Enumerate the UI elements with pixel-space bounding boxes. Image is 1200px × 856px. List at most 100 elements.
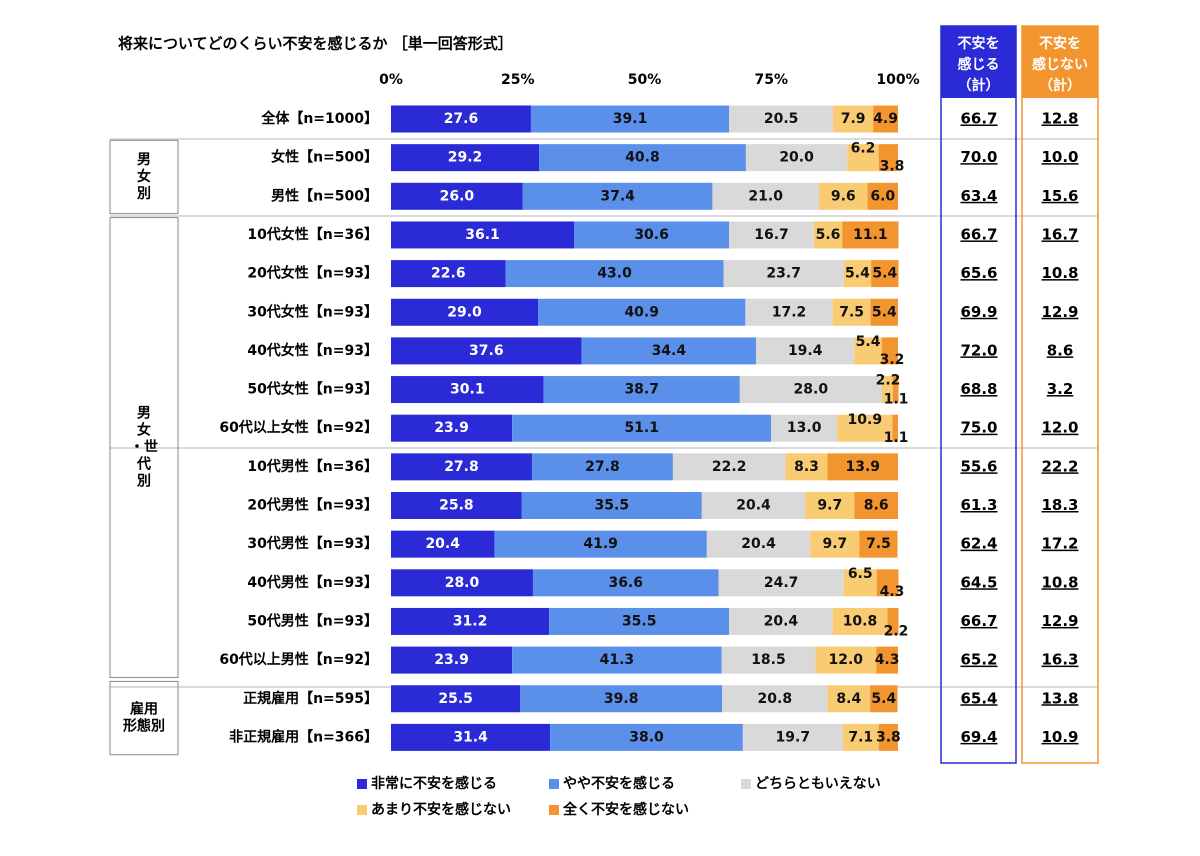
bar-value-label: 6.5 [848, 566, 873, 582]
x-tick-label: 25% [501, 72, 535, 88]
bar-segment [854, 492, 898, 519]
bar-segment [391, 105, 531, 133]
anxious-total-value: 66.7 [960, 225, 997, 243]
bar-segment [391, 607, 550, 635]
not-anxious-total-value: 15.6 [1041, 187, 1078, 205]
bar-segment [729, 221, 814, 249]
bar-segment [391, 685, 521, 713]
legend-label: どちらともいえない [755, 776, 881, 792]
bar-value-label: 7.9 [841, 111, 866, 127]
bar-value-label: 22.6 [431, 266, 466, 282]
bar-value-label: 39.1 [613, 111, 648, 127]
bar-segment [729, 105, 834, 133]
bar-value-label: 6.0 [870, 188, 895, 204]
bar-value-label: 9.7 [822, 536, 847, 552]
row-label: 20代男性【n=93】 [247, 497, 378, 514]
bar-value-label: 6.2 [851, 141, 876, 157]
totals-header-text: 不安を [1039, 35, 1081, 52]
legend-swatch [741, 779, 751, 789]
bar-segment [391, 298, 539, 326]
row-label: 女性【n=500】 [271, 149, 378, 166]
bar-value-label: 27.6 [444, 111, 479, 127]
bar-value-label: 20.0 [779, 150, 814, 166]
bar-value-label: 19.4 [788, 343, 823, 359]
bar-value-label: 17.2 [772, 304, 807, 320]
row-label: 50代男性【n=93】 [247, 612, 378, 629]
bar-segment [756, 337, 855, 365]
bar-value-label: 37.4 [600, 188, 635, 204]
bar-value-label: 35.5 [622, 613, 657, 629]
bar-value-label: 39.8 [604, 691, 639, 707]
bar-segment [522, 182, 713, 210]
bar-segment [745, 298, 833, 326]
anxious-total-value: 62.4 [960, 535, 997, 553]
bar-segment [842, 221, 899, 249]
bar-segment [847, 144, 879, 172]
anxious-total-value: 66.7 [960, 612, 997, 630]
group-box [109, 680, 179, 756]
bar-segment [581, 337, 757, 365]
bar-segment [721, 646, 816, 674]
bar-segment [739, 376, 882, 404]
bar-segment [785, 453, 828, 481]
not-anxious-total-value: 22.2 [1041, 457, 1078, 475]
bar-value-label: 24.7 [764, 575, 799, 591]
bar-segment [813, 221, 843, 249]
not-anxious-total-value: 18.3 [1041, 496, 1078, 514]
bar-value-label: 37.6 [469, 343, 504, 359]
bar-value-label: 13.0 [787, 420, 822, 436]
bar-value-label: 16.7 [754, 227, 789, 243]
bar-value-label: 20.4 [764, 613, 799, 629]
bar-segment [530, 105, 730, 133]
bar-value-label: 2.2 [884, 623, 909, 639]
bar-value-label: 2.2 [876, 373, 901, 389]
bar-segment [876, 569, 899, 597]
group-label: 雇用形態別 [123, 701, 165, 735]
bar-value-label: 5.4 [872, 304, 897, 320]
anxious-total-value: 75.0 [960, 419, 997, 437]
totals-header-box [941, 26, 1016, 98]
group-label: 男女別 [136, 152, 151, 202]
bar-value-label: 5.4 [856, 334, 881, 350]
bar-segment [870, 298, 898, 326]
anxious-total-value: 72.0 [960, 341, 997, 359]
totals-header-text: 感じない [1032, 56, 1088, 73]
not-anxious-total-value: 12.0 [1041, 419, 1078, 437]
bar-segment [531, 453, 673, 481]
bar-segment [745, 144, 848, 172]
bar-value-label: 4.3 [880, 584, 905, 600]
bar-segment [827, 453, 898, 481]
bar-value-label: 20.4 [741, 536, 776, 552]
row-label: 男性【n=500】 [271, 187, 378, 204]
bar-value-label: 20.4 [425, 536, 460, 552]
bar-value-label: 9.6 [831, 188, 856, 204]
bar-value-label: 23.9 [434, 420, 469, 436]
totals-header-text: （計） [958, 77, 1000, 94]
bar-segment [391, 182, 523, 210]
legend-label: あまり不安を感じない [371, 801, 511, 818]
chart-title: 将来についてどのくらい不安を感じるか ［単一回答形式］ [118, 35, 513, 53]
bar-segment [391, 376, 544, 404]
bar-segment [843, 260, 872, 288]
bar-segment [521, 492, 702, 519]
bar-segment [892, 414, 898, 442]
anxious-total-value: 63.4 [960, 187, 997, 205]
legend-label: 非常に不安を感じる [371, 775, 497, 792]
bar-segment [722, 685, 828, 713]
bar-value-label: 8.4 [836, 691, 861, 707]
not-anxious-total-value: 16.3 [1041, 651, 1078, 669]
bar-value-label: 4.3 [875, 652, 900, 668]
bar-segment [810, 530, 860, 558]
not-anxious-total-value: 3.2 [1047, 380, 1074, 398]
bar-segment [871, 260, 899, 288]
bar-segment [391, 221, 575, 249]
totals-column-frame [940, 25, 1017, 764]
bar-segment [859, 530, 898, 558]
bar-segment [843, 569, 877, 597]
bar-value-label: 10.8 [843, 613, 878, 629]
bar-value-label: 5.4 [871, 691, 896, 707]
bar-segment [837, 414, 893, 442]
x-tick-label: 100% [876, 72, 919, 88]
bar-segment [549, 607, 730, 635]
totals-header-text: 感じる [958, 56, 1000, 73]
